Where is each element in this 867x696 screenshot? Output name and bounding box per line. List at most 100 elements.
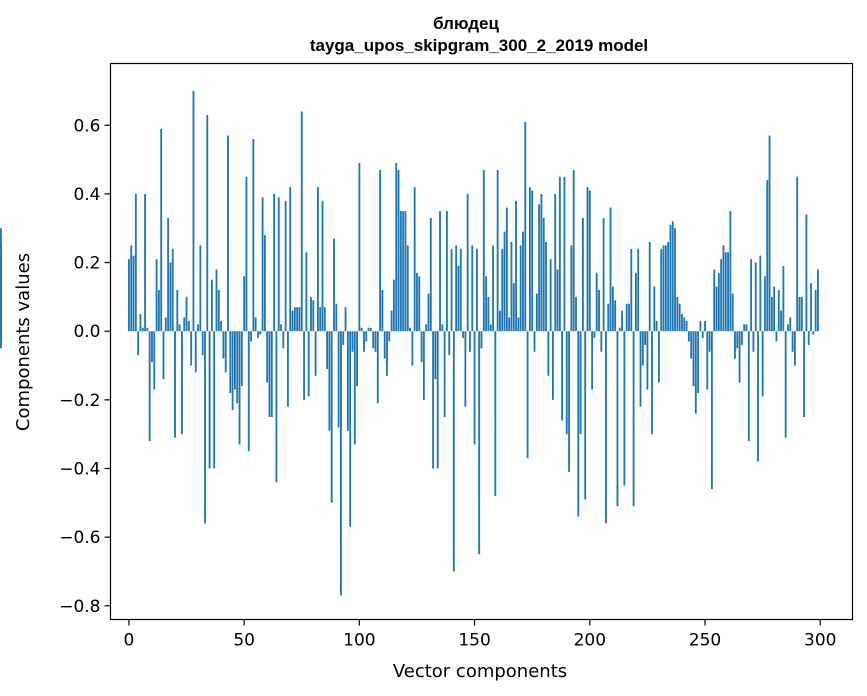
bar bbox=[411, 331, 414, 366]
bar bbox=[503, 231, 506, 332]
bar bbox=[482, 169, 485, 332]
bar bbox=[480, 331, 483, 349]
bar bbox=[522, 231, 524, 332]
bar bbox=[524, 121, 527, 332]
bar bbox=[687, 331, 690, 342]
bar bbox=[128, 259, 130, 332]
bar bbox=[418, 276, 421, 332]
bar bbox=[727, 252, 729, 332]
bar bbox=[422, 331, 425, 400]
bar bbox=[780, 310, 782, 332]
bar bbox=[630, 248, 633, 332]
bar bbox=[538, 204, 541, 332]
bar bbox=[185, 296, 188, 332]
bar bbox=[236, 331, 239, 404]
bar bbox=[547, 331, 550, 376]
bar bbox=[178, 324, 181, 332]
bar bbox=[584, 331, 587, 500]
bar bbox=[496, 169, 499, 332]
bar bbox=[614, 300, 617, 332]
bar bbox=[208, 331, 211, 469]
bar bbox=[215, 269, 218, 332]
bar bbox=[637, 248, 640, 332]
bar bbox=[213, 331, 216, 469]
bar bbox=[653, 286, 656, 332]
bar bbox=[791, 331, 794, 352]
bar bbox=[505, 207, 508, 332]
bar bbox=[296, 307, 299, 332]
bar bbox=[346, 331, 349, 431]
bar bbox=[812, 331, 815, 335]
bar bbox=[457, 265, 460, 332]
x-tick-label: 100 bbox=[343, 631, 375, 651]
bar bbox=[519, 245, 522, 332]
bar bbox=[671, 221, 674, 332]
x-tick-label: 50 bbox=[233, 631, 255, 651]
bar bbox=[416, 272, 418, 332]
bar bbox=[257, 331, 259, 339]
bar bbox=[595, 272, 598, 332]
bar bbox=[644, 331, 647, 345]
bar bbox=[814, 290, 817, 332]
bar bbox=[137, 331, 140, 356]
bar bbox=[625, 303, 628, 332]
bar bbox=[144, 193, 146, 332]
bar bbox=[250, 331, 252, 342]
bar bbox=[577, 331, 580, 517]
bar bbox=[383, 331, 386, 359]
bar bbox=[464, 331, 467, 407]
bar bbox=[220, 320, 223, 332]
bar bbox=[169, 262, 172, 332]
bar bbox=[549, 259, 552, 332]
bar bbox=[369, 327, 372, 332]
bar bbox=[699, 320, 702, 332]
bar bbox=[425, 324, 428, 332]
bar bbox=[487, 296, 490, 332]
bar bbox=[420, 331, 423, 363]
bar bbox=[263, 235, 266, 332]
y-axis-label: Components values bbox=[13, 253, 34, 431]
bar bbox=[406, 245, 409, 332]
bar bbox=[459, 248, 462, 332]
x-axis-label: Vector components bbox=[393, 661, 567, 682]
bar bbox=[201, 331, 204, 356]
bar bbox=[153, 331, 156, 390]
bar bbox=[563, 176, 566, 332]
bar bbox=[441, 324, 444, 332]
bar bbox=[501, 248, 504, 332]
bar bbox=[531, 190, 534, 332]
bar bbox=[443, 331, 446, 417]
bar bbox=[752, 331, 755, 352]
bar bbox=[713, 269, 716, 332]
bar bbox=[685, 320, 688, 332]
bar bbox=[349, 331, 352, 527]
bar bbox=[618, 327, 621, 332]
bar bbox=[0, 228, 2, 332]
bar bbox=[489, 324, 492, 332]
bar bbox=[466, 193, 469, 332]
bar bbox=[747, 331, 750, 442]
bar bbox=[805, 214, 808, 332]
bar bbox=[247, 331, 250, 452]
bar bbox=[621, 310, 623, 332]
y-tick-label: 0.6 bbox=[73, 116, 100, 136]
bar bbox=[611, 286, 614, 332]
bar bbox=[270, 331, 273, 417]
bar bbox=[740, 331, 743, 345]
bar bbox=[160, 128, 163, 332]
bar bbox=[222, 331, 225, 359]
chart-title: блюдец bbox=[433, 14, 499, 33]
bar bbox=[280, 324, 282, 332]
bar bbox=[690, 331, 693, 359]
bar bbox=[697, 331, 700, 393]
bar bbox=[628, 303, 630, 332]
bar bbox=[634, 272, 637, 332]
bar bbox=[515, 200, 517, 332]
bar bbox=[291, 310, 294, 332]
bar bbox=[750, 259, 753, 332]
bar bbox=[139, 314, 142, 332]
bar bbox=[540, 193, 543, 332]
bar bbox=[512, 283, 515, 332]
bar bbox=[508, 317, 511, 332]
